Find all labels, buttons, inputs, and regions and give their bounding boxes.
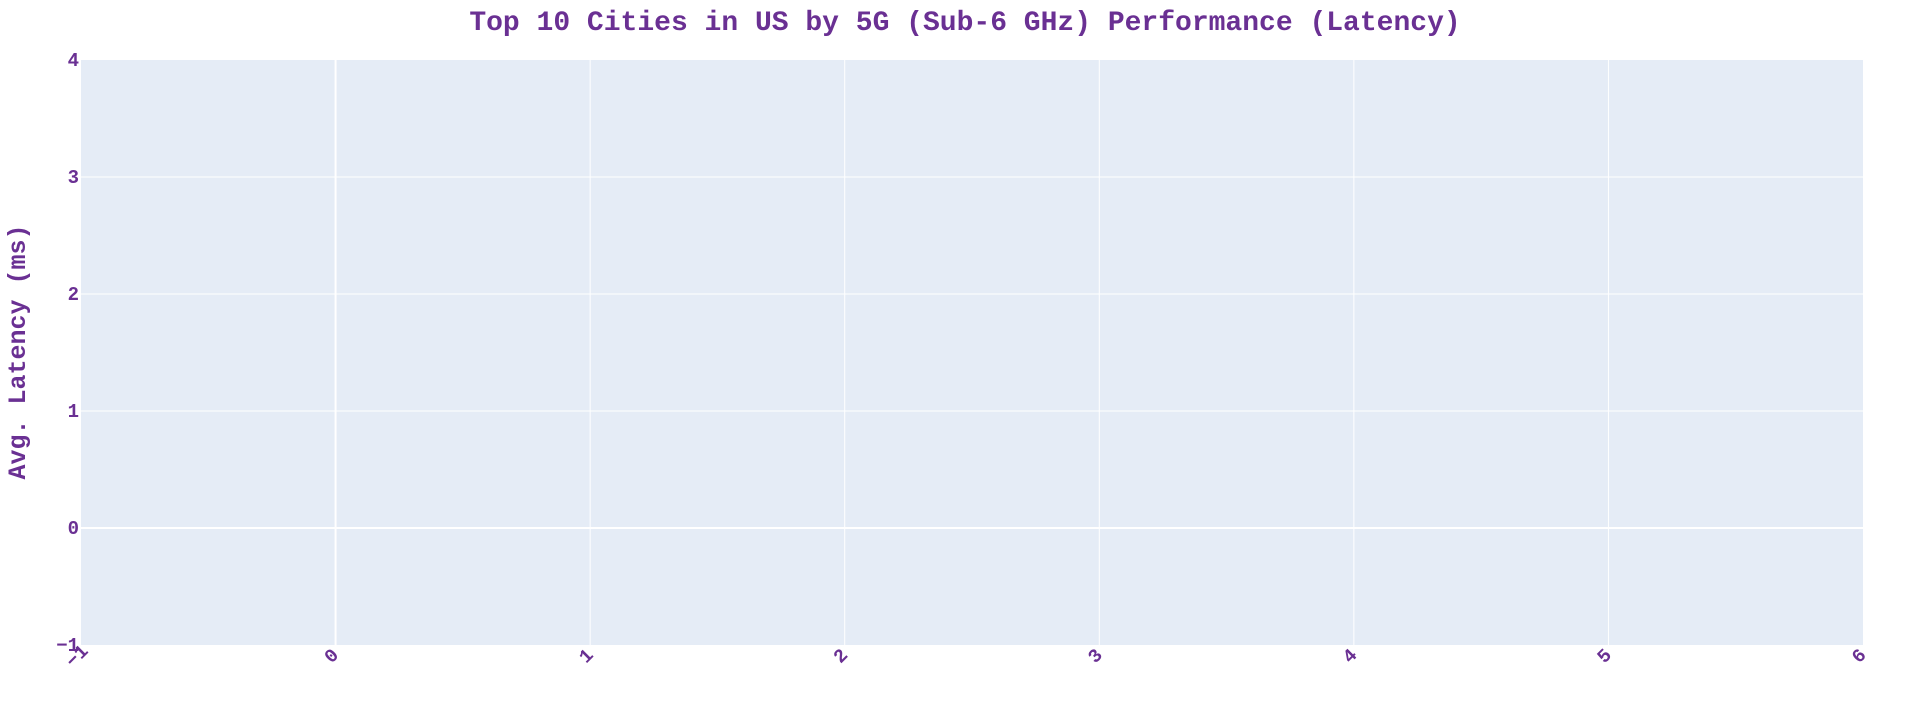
y-tick-label: 3 [68,167,79,189]
x-tick-label: 4 [1339,645,1363,669]
x-tick-label: 6 [1848,645,1872,669]
y-axis-ticks: −1 0 1 2 3 4 [56,50,79,657]
y-tick-label: 0 [68,518,79,540]
x-tick-label: 5 [1593,645,1617,669]
y-tick-label: 4 [68,50,79,72]
x-tick-label: 2 [829,645,853,669]
plot-area [81,60,1863,645]
y-axis-title: Avg. Latency (ms) [4,224,33,479]
x-axis-ticks: −1 0 1 2 3 4 5 6 [62,641,1872,673]
y-tick-label: −1 [56,635,79,657]
x-tick-label: 3 [1084,645,1108,669]
y-tick-label: 1 [68,401,79,423]
x-tick-label: 0 [320,645,344,669]
y-tick-label: 2 [68,284,79,306]
x-tick-label: 1 [575,645,599,669]
chart-title: Top 10 Cities in US by 5G (Sub-6 GHz) Pe… [469,8,1460,39]
gridlines [81,60,1863,645]
